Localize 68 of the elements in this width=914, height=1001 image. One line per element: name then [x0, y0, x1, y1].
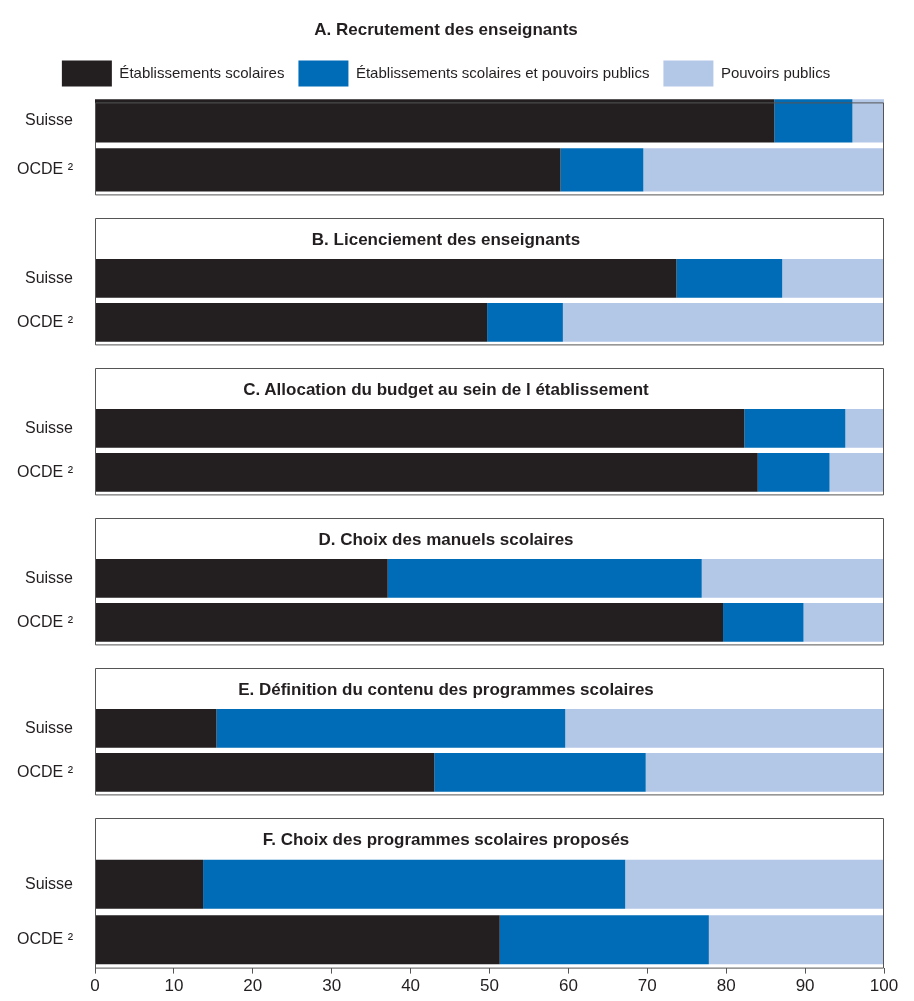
y-tick-label: OCDE ² — [17, 312, 74, 330]
text: E. Définition du contenu des programmes scolaires — [238, 679, 654, 699]
y-tick-label: OCDE ² — [17, 762, 74, 780]
bar — [95, 148, 561, 192]
bar — [95, 558, 388, 598]
bar — [782, 258, 884, 298]
x-tick-label: 20 — [243, 976, 263, 996]
y-tick-label: Suisse — [24, 418, 74, 436]
y-tick-label: OCDE ² — [17, 462, 74, 480]
bar — [852, 99, 884, 143]
bar — [757, 452, 830, 492]
y-tick-label: Suisse — [24, 718, 74, 736]
bar — [387, 558, 702, 598]
bar — [723, 602, 804, 642]
bar — [645, 752, 884, 792]
text: B. Licenciement des enseignants — [311, 229, 581, 249]
x-tick-label: 60 — [558, 976, 578, 996]
bar — [95, 408, 745, 448]
bar — [560, 148, 644, 192]
x-tick-label: 30 — [322, 976, 342, 996]
bar — [565, 708, 884, 748]
bar — [95, 602, 724, 642]
bar — [95, 99, 775, 143]
y-tick-label: OCDE ² — [17, 930, 74, 948]
legend-label: Pouvoirs publics — [720, 63, 831, 81]
bar — [216, 708, 566, 748]
bar — [708, 915, 884, 965]
bar — [499, 915, 709, 965]
bar — [643, 148, 884, 192]
bar — [95, 915, 500, 965]
bar — [803, 602, 884, 642]
x-tick-label: 80 — [716, 976, 736, 996]
x-tick-label: 40 — [401, 976, 421, 996]
text: D. Choix des manuels scolaires — [318, 529, 574, 549]
bar — [95, 752, 435, 792]
bar — [625, 859, 884, 909]
y-tick-label: Suisse — [24, 111, 74, 129]
y-tick-label: Suisse — [24, 268, 74, 286]
bar — [676, 258, 783, 298]
x-tick-label: 90 — [795, 976, 815, 996]
bar — [562, 302, 884, 342]
legend-label: Établissements scolaires et pouvoirs publics — [355, 63, 650, 81]
bar — [744, 408, 846, 448]
y-tick-label: Suisse — [24, 568, 74, 586]
bar — [95, 302, 488, 342]
x-tick-label: 0 — [90, 976, 100, 996]
x-tick-label: 70 — [637, 976, 657, 996]
bar — [95, 258, 677, 298]
x-tick-label: 10 — [164, 976, 184, 996]
y-tick-label: OCDE ² — [17, 160, 74, 178]
y-tick-label: OCDE ² — [17, 612, 74, 630]
bar — [95, 859, 204, 909]
bar — [203, 859, 626, 909]
y-tick-label: Suisse — [24, 874, 74, 892]
legend-label: Établissements scolaires — [119, 63, 285, 81]
bar — [774, 99, 853, 143]
bar — [434, 752, 646, 792]
x-tick-label: 50 — [480, 976, 499, 996]
bar — [487, 302, 563, 342]
bar — [95, 708, 217, 748]
x-tick-label: 100 — [869, 976, 899, 996]
text: F. Choix des programmes scolaires proposés — [262, 829, 630, 849]
chart-title: A. Recrutement des enseignants — [314, 19, 578, 39]
text: C. Allocation du budget au sein de l établissement — [243, 379, 650, 399]
bar — [701, 558, 884, 598]
bar — [95, 452, 758, 492]
bar — [845, 408, 884, 448]
bar — [829, 452, 884, 492]
